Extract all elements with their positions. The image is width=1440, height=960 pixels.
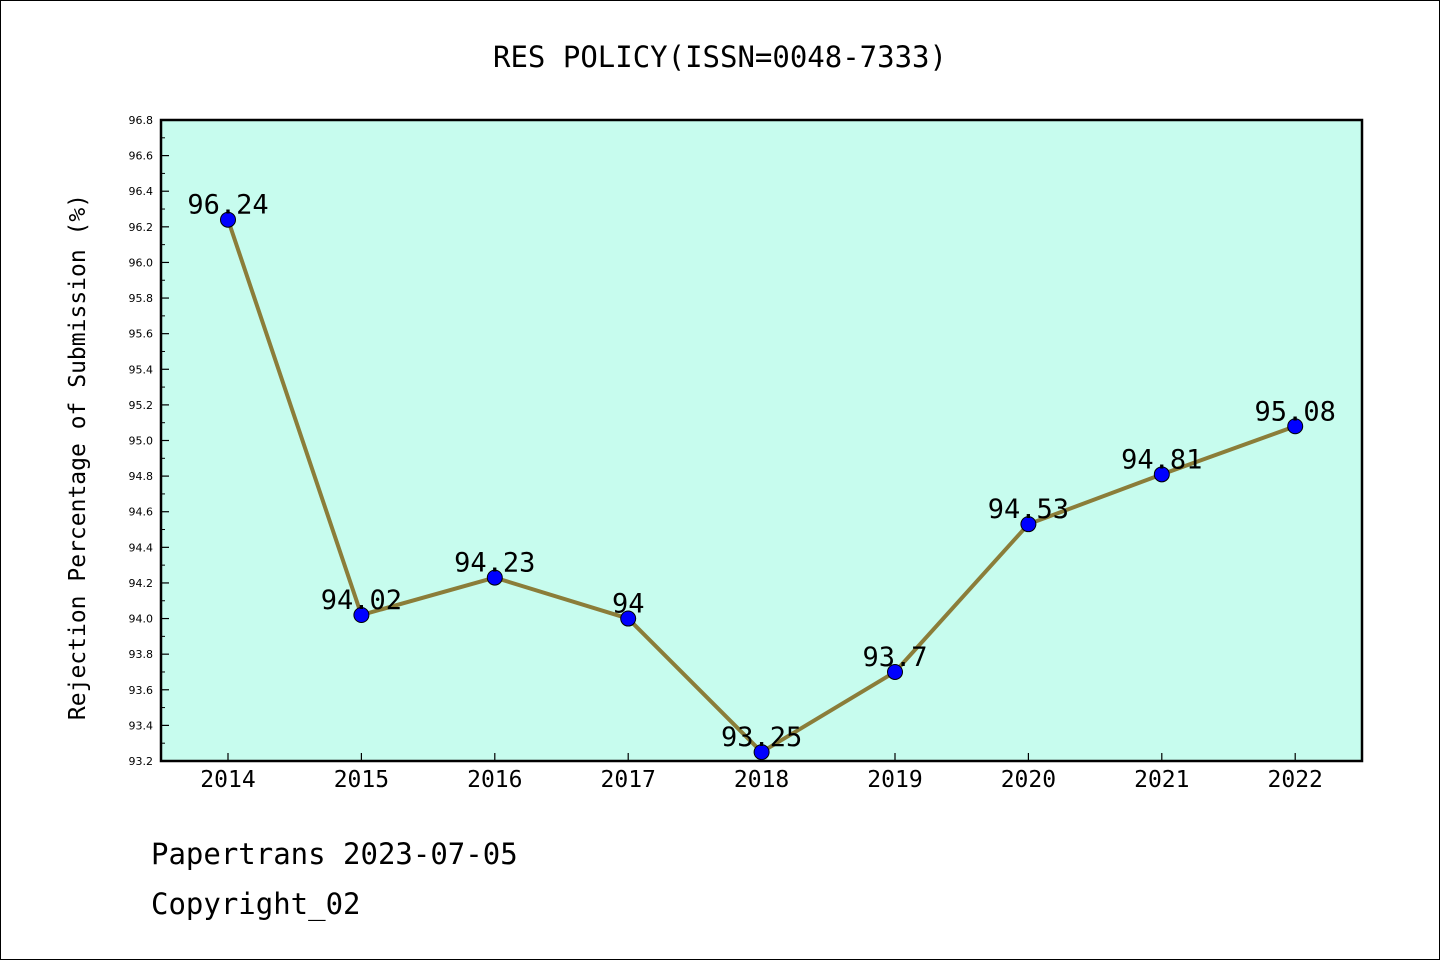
data-point [220, 211, 236, 228]
data-label: 94.81 [1121, 444, 1202, 475]
data-labels: 96.24 94.02 94.23 94 93.25 93.7 94.53 94.81 95.0… [187, 190, 1335, 753]
footer-copyright-line: Copyright_02 [151, 887, 361, 921]
data-point [753, 744, 770, 761]
data-label: 94.02 [321, 585, 402, 616]
data-point [620, 610, 637, 627]
y-tick-label: 94.0 [129, 613, 154, 626]
plot-border [159, 118, 1364, 763]
y-tick-label: 96.0 [129, 256, 154, 269]
data-point [1020, 516, 1037, 533]
x-tick-label: 2014 [200, 767, 255, 793]
y-tick-label: 95.0 [129, 435, 154, 448]
y-tick-label: 93.8 [129, 648, 154, 661]
data-label: 96.24 [187, 190, 268, 221]
data-point [1287, 418, 1304, 435]
x-tick-label: 2019 [867, 767, 922, 793]
data-point [887, 663, 903, 680]
data-label: 93.25 [721, 722, 802, 753]
data-label: 94.23 [454, 548, 535, 579]
y-axis: 93.2 93.4 93.6 93.8 94.0 94.2 94.4 94.6 94.8 95.0… [129, 114, 169, 768]
y-tick-label: 95.6 [129, 328, 154, 341]
data-point [486, 569, 503, 586]
y-tick-label: 93.2 [129, 755, 154, 768]
y-tick-label: 96.4 [129, 185, 154, 198]
x-tick-label: 2016 [467, 767, 522, 793]
plot-area [161, 120, 1362, 761]
y-axis-label: Rejection Percentage of Submission (%) [65, 194, 91, 720]
x-tick-label: 2020 [1001, 767, 1056, 793]
x-axis: 2014 2015 2016 2017 2018 2019 2020 2021 2022 [200, 753, 1323, 793]
x-tick-label: 2015 [334, 767, 389, 793]
data-label: 93.7 [862, 642, 927, 673]
x-tick-label: 2022 [1268, 767, 1323, 793]
data-points [220, 211, 1304, 761]
y-tick-label: 94.4 [129, 541, 154, 554]
data-label: 94 [612, 589, 645, 620]
y-tick-label: 95.4 [129, 363, 154, 376]
y-tick-label: 95.8 [129, 292, 154, 305]
x-tick-label: 2018 [734, 767, 789, 793]
y-tick-label: 94.8 [129, 470, 154, 483]
y-tick-label: 93.4 [129, 719, 154, 732]
data-point [353, 606, 370, 623]
y-tick-label: 95.2 [129, 399, 154, 412]
data-label: 95.08 [1255, 396, 1336, 427]
y-tick-label: 96.2 [129, 221, 154, 234]
y-tick-label: 94.6 [129, 506, 154, 519]
chart-title: RES POLICY(ISSN=0048-7333) [493, 40, 947, 74]
y-tick-label: 96.8 [129, 114, 154, 127]
x-tick-label: 2017 [601, 767, 656, 793]
data-point [1153, 466, 1170, 483]
y-tick-label: 93.6 [129, 684, 154, 697]
x-tick-label: 2021 [1134, 767, 1189, 793]
data-label: 94.53 [988, 494, 1069, 525]
y-tick-label: 96.6 [129, 150, 154, 163]
y-tick-label: 94.2 [129, 577, 154, 590]
footer-date-line: Papertrans 2023-07-05 [151, 837, 518, 871]
